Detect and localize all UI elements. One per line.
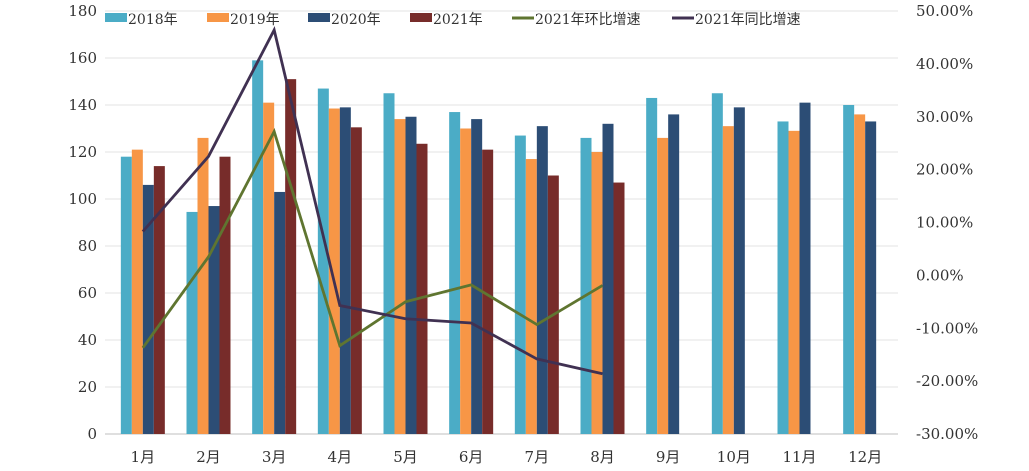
- x-tick-label: 7月: [525, 448, 550, 466]
- right-tick-label: -10.00%: [916, 319, 978, 337]
- left-tick-label: 80: [78, 237, 97, 255]
- x-tick-label: 12月: [848, 448, 882, 466]
- bar-2018年: [120, 156, 132, 434]
- left-tick-label: 140: [68, 96, 97, 114]
- legend-swatch: [105, 13, 127, 22]
- right-tick-label: 0.00%: [916, 266, 964, 284]
- bar-2020年: [668, 114, 680, 435]
- bar-2021年: [613, 182, 625, 434]
- left-tick-label: 0: [87, 425, 97, 443]
- x-tick-label: 10月: [717, 448, 751, 466]
- right-tick-label: -30.00%: [916, 425, 978, 443]
- right-tick-label: 10.00%: [916, 214, 973, 232]
- bar-2020年: [733, 107, 745, 434]
- x-tick-label: 8月: [590, 448, 615, 466]
- legend-swatch: [207, 13, 229, 22]
- lines: [141, 26, 604, 376]
- x-axis-ticks: 1月 2月 3月 4月 5月 6月 7月 8月 9月 10月 11月 12月: [131, 448, 883, 466]
- bar-2019年: [657, 137, 669, 434]
- left-tick-label: 160: [68, 49, 97, 67]
- legend-swatch: [308, 13, 330, 22]
- x-tick-label: 2月: [196, 448, 221, 466]
- right-tick-label: 40.00%: [916, 55, 973, 73]
- x-tick-label: 6月: [459, 448, 484, 466]
- legend-label: 2019年: [230, 12, 280, 28]
- bar-2020年: [799, 102, 811, 435]
- bar-2021年: [219, 156, 231, 434]
- bar-2020年: [865, 121, 877, 434]
- bar-2019年: [788, 130, 800, 434]
- bar-2018年: [711, 93, 723, 434]
- right-tick-label: 20.00%: [916, 161, 973, 179]
- bar-2018年: [317, 88, 329, 435]
- bar-2019年: [394, 119, 406, 434]
- bar-2020年: [274, 191, 286, 434]
- right-tick-label: -20.00%: [916, 372, 978, 390]
- x-tick-label: 3月: [262, 448, 287, 466]
- bar-2018年: [449, 112, 461, 435]
- bar-2019年: [854, 114, 866, 435]
- bar-2020年: [405, 116, 417, 434]
- bar-2019年: [328, 108, 340, 435]
- left-tick-label: 40: [78, 331, 97, 349]
- left-tick-label: 120: [68, 143, 97, 161]
- bar-2021年: [547, 175, 559, 434]
- bar-2019年: [591, 152, 603, 434]
- legend-label: 2021年环比增速: [535, 12, 641, 28]
- bar-2018年: [252, 60, 264, 434]
- bar-2019年: [263, 102, 275, 435]
- bar-2019年: [722, 126, 734, 435]
- left-tick-label: 180: [68, 2, 97, 20]
- x-tick-label: 11月: [782, 448, 816, 466]
- bar-2018年: [514, 135, 526, 435]
- gridlines: [105, 10, 898, 435]
- bar-2021年: [482, 149, 494, 434]
- right-tick-label: 30.00%: [916, 108, 973, 126]
- bar-2021年: [350, 127, 362, 434]
- legend-label: 2021年: [433, 12, 483, 28]
- legend-label: 2020年: [331, 12, 381, 28]
- bar-2019年: [460, 128, 472, 434]
- line-2021年同比增速: [141, 26, 603, 376]
- bar-2018年: [383, 93, 395, 434]
- bar-2020年: [602, 123, 614, 435]
- x-tick-label: 9月: [656, 448, 681, 466]
- bar-2020年: [536, 126, 548, 435]
- legend-label: 2021年同比增速: [695, 12, 801, 28]
- x-tick-label: 1月: [131, 448, 156, 466]
- left-tick-label: 60: [78, 284, 97, 302]
- left-axis-ticks: 0 20 40 60 80 100 120 140 160 180: [68, 2, 97, 443]
- right-axis-ticks: -30.00% -20.00% -10.00% 0.00% 10.00% 20.00% 30…: [916, 2, 978, 443]
- right-tick-label: 50.00%: [916, 2, 973, 20]
- bar-2020年: [142, 184, 154, 434]
- x-tick-label: 4月: [328, 448, 353, 466]
- legend-label: 2018年: [128, 12, 178, 28]
- line-2021年环比增速: [141, 127, 604, 349]
- bars: [120, 60, 877, 435]
- bar-2019年: [525, 159, 537, 435]
- bar-2021年: [285, 79, 297, 435]
- bar-2018年: [843, 105, 855, 434]
- bar-2018年: [777, 121, 789, 434]
- bar-2019年: [131, 149, 143, 434]
- bar-2018年: [186, 211, 198, 434]
- x-tick-label: 5月: [393, 448, 418, 466]
- bar-2021年: [153, 166, 165, 434]
- bar-2020年: [208, 206, 220, 434]
- legend: 2018年 2019年 2020年 2021年 2021年环比增速 2021年同比增速: [105, 12, 801, 28]
- bar-2018年: [646, 97, 658, 434]
- bar-2018年: [580, 137, 592, 434]
- bar-2019年: [197, 137, 209, 434]
- bar-2021年: [416, 143, 428, 434]
- legend-swatch: [410, 13, 432, 22]
- left-tick-label: 20: [78, 378, 97, 396]
- left-tick-label: 100: [68, 190, 97, 208]
- bar-2020年: [471, 119, 483, 434]
- bar-2020年: [339, 107, 351, 434]
